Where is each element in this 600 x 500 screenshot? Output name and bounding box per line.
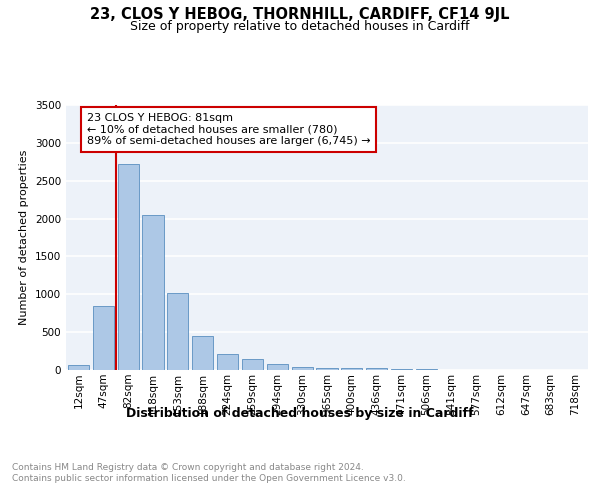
Bar	[167, 293, 188, 370]
Bar	[391, 369, 412, 370]
Bar	[192, 336, 213, 370]
Text: 23, CLOS Y HEBOG, THORNHILL, CARDIFF, CF14 9JL: 23, CLOS Y HEBOG, THORNHILL, CARDIFF, CF…	[90, 8, 510, 22]
Bar	[366, 368, 387, 370]
Bar	[267, 364, 288, 370]
Bar	[142, 215, 164, 370]
Bar	[68, 366, 89, 370]
Bar	[341, 368, 362, 370]
Text: Distribution of detached houses by size in Cardiff: Distribution of detached houses by size …	[126, 408, 474, 420]
Bar	[242, 360, 263, 370]
Y-axis label: Number of detached properties: Number of detached properties	[19, 150, 29, 325]
Bar	[292, 366, 313, 370]
Text: Size of property relative to detached houses in Cardiff: Size of property relative to detached ho…	[130, 20, 470, 33]
Bar	[316, 368, 338, 370]
Text: 23 CLOS Y HEBOG: 81sqm
← 10% of detached houses are smaller (780)
89% of semi-de: 23 CLOS Y HEBOG: 81sqm ← 10% of detached…	[87, 113, 371, 146]
Bar	[217, 354, 238, 370]
Text: Contains public sector information licensed under the Open Government Licence v3: Contains public sector information licen…	[12, 474, 406, 483]
Bar	[93, 306, 114, 370]
Bar	[118, 164, 139, 370]
Text: Contains HM Land Registry data © Crown copyright and database right 2024.: Contains HM Land Registry data © Crown c…	[12, 462, 364, 471]
